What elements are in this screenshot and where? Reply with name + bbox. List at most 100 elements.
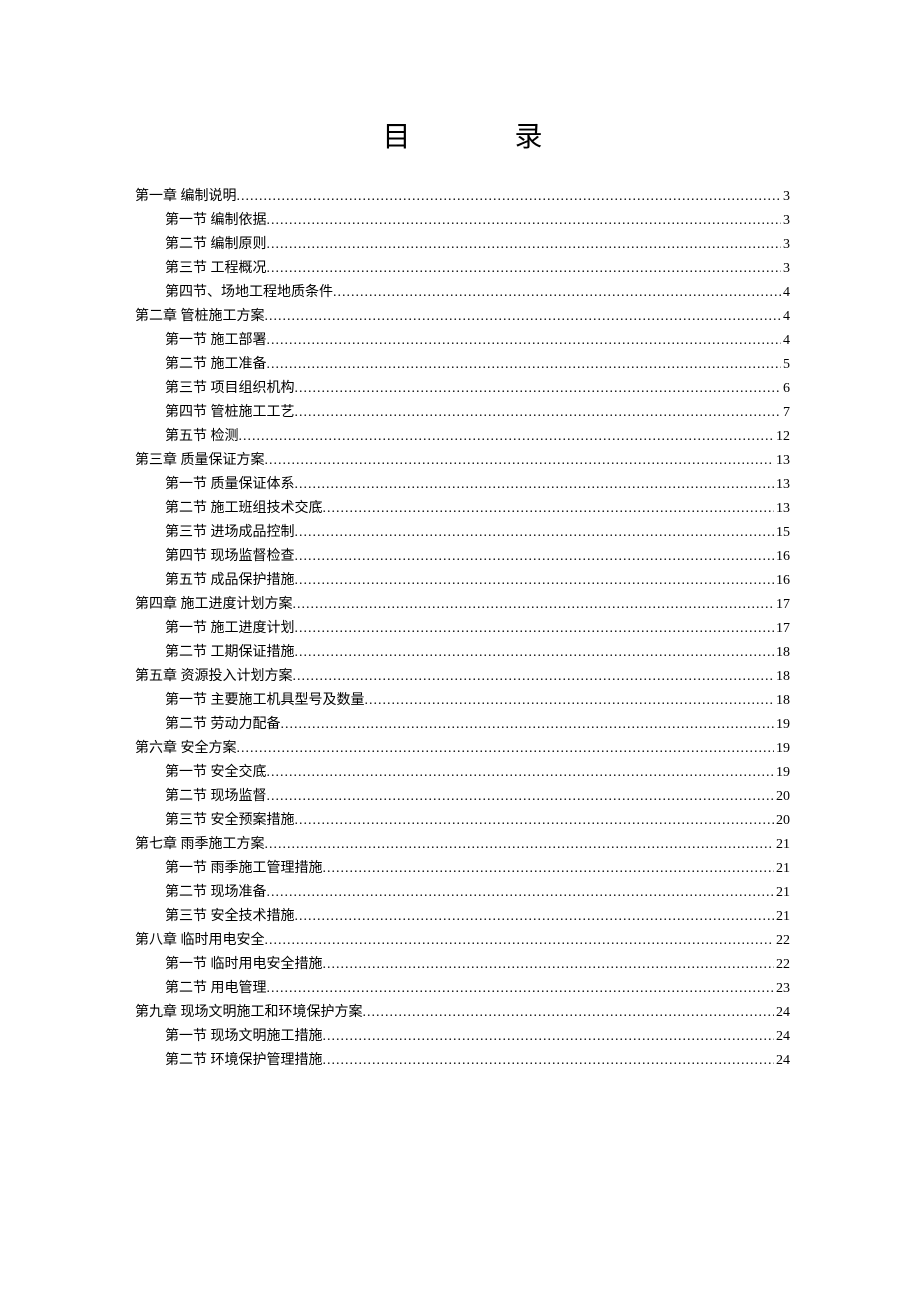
toc-entry: 第二节 环境保护管理措施24 <box>135 1049 790 1073</box>
toc-dots <box>365 689 775 713</box>
toc-dots <box>293 665 775 689</box>
toc-entry: 第一节 安全交底 19 <box>135 761 790 785</box>
toc-page-number: 3 <box>781 233 790 257</box>
toc-entry: 第四节 管桩施工工艺7 <box>135 401 790 425</box>
toc-dots <box>265 449 775 473</box>
toc-entry: 第二节 用电管理23 <box>135 977 790 1001</box>
toc-dots <box>295 617 775 641</box>
toc-page-number: 16 <box>774 545 790 569</box>
toc-entry: 第一节 临时用电安全措施22 <box>135 953 790 977</box>
toc-dots <box>281 713 775 737</box>
toc-dots <box>267 209 782 233</box>
toc-label: 第一节 施工进度计划 <box>165 617 295 641</box>
toc-dots <box>267 761 775 785</box>
toc-label: 第六章 安全方案 <box>135 737 237 761</box>
toc-page-number: 23 <box>774 977 790 1001</box>
toc-dots <box>267 257 782 281</box>
toc-dots <box>295 809 775 833</box>
toc-label: 第四节 现场监督检查 <box>165 545 295 569</box>
toc-entry: 第二节 劳动力配备 19 <box>135 713 790 737</box>
toc-label: 第五章 资源投入计划方案 <box>135 665 293 689</box>
toc-page-number: 22 <box>774 953 790 977</box>
toc-label: 第三节 项目组织机构 <box>165 377 295 401</box>
toc-entry: 第三节 安全技术措施21 <box>135 905 790 929</box>
toc-label: 第三节 安全技术措施 <box>165 905 295 929</box>
toc-page-number: 19 <box>774 713 790 737</box>
toc-page-number: 16 <box>774 569 790 593</box>
toc-entry: 第八章 临时用电安全22 <box>135 929 790 953</box>
toc-label: 第二节 劳动力配备 <box>165 713 281 737</box>
toc-label: 第五节 检测 <box>165 425 239 449</box>
toc-label: 第二节 现场监督 <box>165 785 267 809</box>
toc-page-number: 5 <box>781 353 790 377</box>
toc-label: 第一节 现场文明施工措施 <box>165 1025 323 1049</box>
toc-label: 第一节 编制依据 <box>165 209 267 233</box>
toc-label: 第一节 施工部署 <box>165 329 267 353</box>
toc-entry: 第五章 资源投入计划方案 18 <box>135 665 790 689</box>
toc-label: 第一节 质量保证体系 <box>165 473 295 497</box>
toc-page-number: 6 <box>781 377 790 401</box>
toc-entry: 第二节 编制原则3 <box>135 233 790 257</box>
toc-page-number: 13 <box>774 497 790 521</box>
toc-label: 第九章 现场文明施工和环境保护方案 <box>135 1001 363 1025</box>
toc-entry: 第一节 质量保证体系13 <box>135 473 790 497</box>
toc-dots <box>267 329 782 353</box>
toc-page-number: 3 <box>781 185 790 209</box>
toc-dots <box>323 497 775 521</box>
toc-label: 第二节 工期保证措施 <box>165 641 295 665</box>
toc-page-number: 24 <box>774 1001 790 1025</box>
toc-label: 第三节 安全预案措施 <box>165 809 295 833</box>
toc-label: 第三节 进场成品控制 <box>165 521 295 545</box>
toc-entry: 第一节 主要施工机具型号及数量18 <box>135 689 790 713</box>
toc-entry: 第二节 施工班组技术交底 13 <box>135 497 790 521</box>
toc-entry: 第四节、场地工程地质条件 4 <box>135 281 790 305</box>
toc-entry: 第二章 管桩施工方案4 <box>135 305 790 329</box>
toc-page-number: 3 <box>781 209 790 233</box>
toc-page-number: 18 <box>774 641 790 665</box>
toc-entry: 第三章 质量保证方案 13 <box>135 449 790 473</box>
page-title: 目 录 <box>135 115 790 155</box>
toc-label: 第四节、场地工程地质条件 <box>165 281 333 305</box>
toc-page-number: 18 <box>774 665 790 689</box>
toc-dots <box>237 737 775 761</box>
toc-entry: 第五节 成品保护措施16 <box>135 569 790 593</box>
toc-page-number: 4 <box>781 281 790 305</box>
toc-dots <box>295 473 775 497</box>
toc-page-number: 20 <box>774 785 790 809</box>
toc-dots <box>295 377 782 401</box>
toc-entry: 第二节 现场监督 20 <box>135 785 790 809</box>
toc-label: 第八章 临时用电安全 <box>135 929 265 953</box>
toc-label: 第二节 施工班组技术交底 <box>165 497 323 521</box>
toc-page-number: 7 <box>781 401 790 425</box>
toc-entry: 第五节 检测12 <box>135 425 790 449</box>
toc-dots <box>293 593 775 617</box>
toc-label: 第二节 现场准备 <box>165 881 267 905</box>
toc-label: 第一节 安全交底 <box>165 761 267 785</box>
toc-page-number: 19 <box>774 761 790 785</box>
toc-entry: 第一节 编制依据 3 <box>135 209 790 233</box>
title-char-2: 录 <box>515 115 543 155</box>
toc-dots <box>295 569 775 593</box>
toc-entry: 第二节 施工准备 5 <box>135 353 790 377</box>
toc-page-number: 24 <box>774 1025 790 1049</box>
toc-entry: 第六章 安全方案19 <box>135 737 790 761</box>
toc-page-number: 21 <box>774 881 790 905</box>
toc-entry: 第一章 编制说明3 <box>135 185 790 209</box>
toc-dots <box>295 905 775 929</box>
toc-entry: 第四章 施工进度计划方案17 <box>135 593 790 617</box>
toc-dots <box>323 1025 775 1049</box>
toc-dots <box>267 353 782 377</box>
toc-label: 第三节 工程概况 <box>165 257 267 281</box>
toc-page-number: 13 <box>774 449 790 473</box>
toc-label: 第二节 环境保护管理措施 <box>165 1049 323 1073</box>
title-char-1: 目 <box>382 115 410 155</box>
toc-label: 第三章 质量保证方案 <box>135 449 265 473</box>
toc-dots <box>265 305 782 329</box>
toc-page-number: 21 <box>774 857 790 881</box>
toc-label: 第七章 雨季施工方案 <box>135 833 265 857</box>
toc-dots <box>295 401 782 425</box>
toc-entry: 第四节 现场监督检查 16 <box>135 545 790 569</box>
toc-label: 第二节 施工准备 <box>165 353 267 377</box>
toc-dots <box>267 785 775 809</box>
toc-label: 第四章 施工进度计划方案 <box>135 593 293 617</box>
